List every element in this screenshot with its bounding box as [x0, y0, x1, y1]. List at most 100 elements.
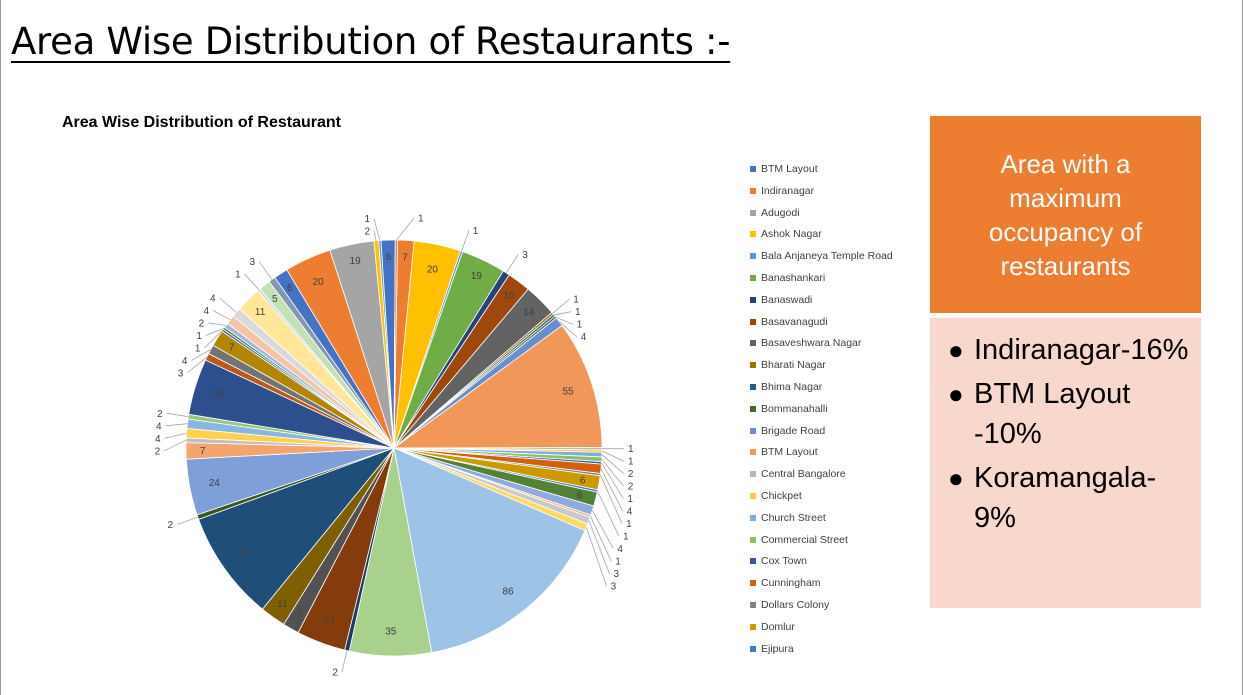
legend-label: Church Street — [761, 511, 826, 524]
pie-data-label: 2 — [628, 469, 634, 480]
legend-item: Basavanagudi — [750, 313, 828, 331]
pie-data-label: 6 — [580, 476, 586, 487]
pie-data-label: 1 — [196, 331, 202, 342]
legend-item: Dollars Colony — [750, 596, 829, 614]
pie-data-label: 1 — [235, 270, 241, 281]
legend-swatch — [750, 362, 756, 369]
pie-data-label: 47 — [239, 550, 251, 561]
pie-data-label: 3 — [250, 257, 256, 268]
pie-data-label: 6 — [287, 283, 293, 294]
pie-leader-line — [205, 327, 225, 336]
pie-data-label: 20 — [313, 277, 325, 288]
pie-data-label: 20 — [427, 265, 439, 276]
pie-leader-line — [555, 316, 573, 325]
legend-label: Basaveshwara Nagar — [761, 337, 862, 350]
legend-swatch — [750, 209, 756, 216]
pie-data-label: 2 — [364, 227, 370, 238]
pie-leader-line — [258, 261, 273, 280]
pie-data-label: 7 — [402, 253, 408, 264]
legend-item: Bhima Nagar — [750, 378, 822, 396]
pie-leader-line — [373, 230, 377, 241]
legend-item: Chickpet — [750, 487, 802, 505]
legend-label: Bommanahalli — [761, 402, 828, 415]
pie-leader-line — [601, 459, 625, 487]
legend-item: Indiranagar — [750, 182, 814, 200]
legend-swatch — [750, 623, 756, 630]
pie-leader-line — [191, 349, 211, 361]
legend-swatch — [750, 449, 756, 456]
pie-data-label: 4 — [617, 544, 623, 555]
legend-label: Brigade Road — [761, 424, 826, 437]
pie-data-label: 35 — [385, 627, 397, 638]
legend-label: Banaswadi — [761, 293, 813, 306]
legend-item: Central Bangalore — [750, 465, 846, 483]
legend-item: Bommanahalli — [750, 400, 828, 418]
pie-data-label: 1 — [364, 214, 370, 225]
legend-item: Adugodi — [750, 204, 800, 222]
pie-data-label: 3 — [611, 582, 617, 593]
pie-leader-line — [552, 298, 570, 314]
legend-label: Commercial Street — [761, 533, 848, 546]
legend-swatch — [750, 427, 756, 434]
pie-data-label: 4 — [156, 421, 162, 432]
legend-item: Basaveshwara Nagar — [750, 334, 861, 352]
pie-leader-line — [597, 490, 620, 537]
pie-data-label: 2 — [155, 446, 161, 457]
pie-leader-line — [204, 329, 223, 349]
pie-data-label: 11 — [277, 599, 288, 610]
pie-leader-line — [601, 450, 625, 462]
pie-data-label: 55 — [562, 387, 574, 398]
pie-leader-line — [176, 516, 198, 525]
pie-data-label: 3 — [178, 369, 184, 380]
legend-swatch — [750, 231, 756, 238]
pie-leader-line — [165, 423, 188, 427]
callout-bullet: ● Koramangala-9% — [948, 458, 1191, 538]
callout-bullet-text: Koramangala-9% — [974, 462, 1157, 534]
legend-swatch — [750, 536, 756, 543]
pie-data-label: 1 — [628, 457, 634, 468]
pie-slice — [393, 447, 586, 654]
pie-data-label: 10 — [503, 291, 515, 302]
pie-leader-line — [341, 650, 348, 673]
pie-leader-lines — [164, 217, 625, 673]
pie-data-label: 7 — [229, 343, 235, 354]
pie-data-label: 2 — [332, 668, 338, 679]
slide-title: Area Wise Distribution of Restaurants :- — [11, 20, 731, 63]
pie-data-label: 4 — [182, 356, 188, 367]
legend-label: Ejipura — [761, 642, 794, 655]
pie-leader-line — [601, 462, 624, 499]
pie-data-label: 1 — [627, 494, 633, 505]
legend-label: Indiranagar — [761, 184, 815, 197]
pie-data-label: 1 — [573, 295, 579, 306]
pie-leader-line — [585, 527, 607, 587]
pie-data-label: 19 — [350, 256, 362, 267]
pie-data-label: 1 — [195, 344, 201, 355]
pie-leader-line — [461, 230, 470, 252]
pie-data-label: 24 — [209, 478, 221, 489]
callout-heading: Area with a maximum occupancy of restaur… — [930, 116, 1201, 313]
pie-data-label: 4 — [210, 294, 216, 305]
pie-leader-line — [592, 510, 614, 549]
legend-swatch — [750, 558, 756, 565]
pie-data-label: 1 — [623, 532, 629, 543]
pie-leader-line — [373, 218, 381, 241]
pie-data-label: 7 — [200, 446, 206, 457]
pie-data-label: 2 — [168, 520, 174, 531]
legend-label: Central Bangalore — [761, 468, 846, 481]
legend-label: Banashankari — [761, 272, 826, 284]
pie-data-label: 1 — [615, 557, 621, 568]
pie-data-label: 4 — [203, 306, 209, 317]
legend-swatch — [750, 514, 756, 521]
legend-swatch — [750, 318, 756, 325]
pie-data-label: 4 — [581, 332, 587, 343]
legend-swatch — [750, 602, 756, 608]
pie-data-label: 1 — [418, 214, 424, 225]
pie-leader-line — [187, 356, 208, 374]
pie-leader-line — [396, 217, 415, 241]
pie-data-label: 1 — [473, 226, 479, 237]
pie-data-label: 86 — [502, 587, 514, 598]
pie-slice — [392, 324, 603, 449]
callout-bullet-text: BTM Layout -10% — [974, 378, 1131, 450]
pie-data-label: 6 — [386, 252, 392, 263]
